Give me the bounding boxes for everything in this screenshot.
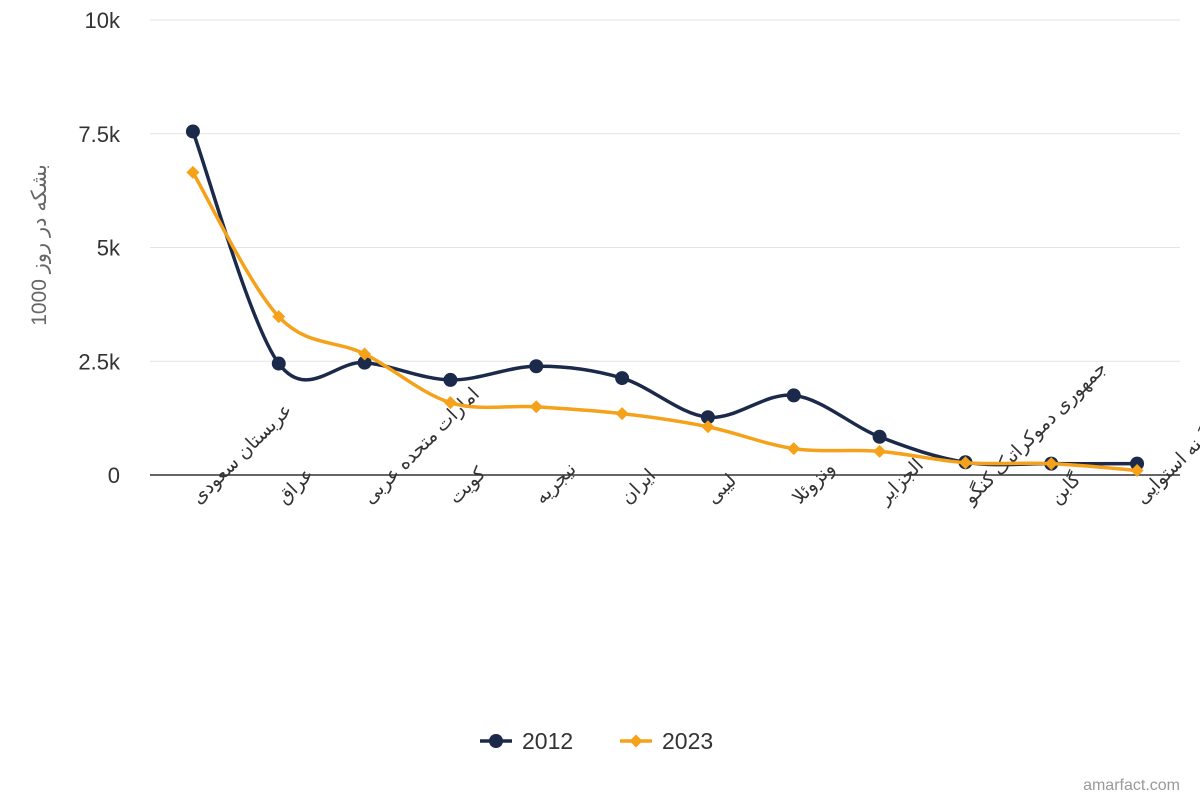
y-axis-label: 1000 بشکه در روز <box>28 164 51 326</box>
legend-label: 2023 <box>662 728 713 754</box>
data-point-2012[interactable] <box>700 410 715 425</box>
legend-marker[interactable] <box>629 734 643 748</box>
data-point-2012[interactable] <box>529 359 544 374</box>
legend-item-2023[interactable]: 2023 <box>620 728 713 754</box>
y-tick-label: 0 <box>108 463 120 488</box>
series-line-2023 <box>191 170 1139 473</box>
x-tick-label: لیبی <box>703 470 741 508</box>
data-point-2023[interactable] <box>701 420 715 434</box>
data-point-2023[interactable] <box>1130 463 1144 477</box>
legend-item-2012[interactable]: 2012 <box>480 728 573 754</box>
y-tick-label: 2.5k <box>78 349 121 374</box>
data-point-2023[interactable] <box>358 347 372 361</box>
data-point-2023[interactable] <box>186 165 200 179</box>
grid-lines <box>150 19 1180 476</box>
data-point-2023[interactable] <box>1044 457 1058 471</box>
data-point-2012[interactable] <box>872 429 887 444</box>
x-tick-label: گابن <box>1045 467 1086 508</box>
x-tick-label: کویت <box>445 463 491 509</box>
series-2023 <box>186 165 1144 477</box>
data-point-2023[interactable] <box>615 407 629 421</box>
legend-label: 2012 <box>522 728 573 754</box>
data-point-2012[interactable] <box>185 124 200 139</box>
data-point-2012[interactable] <box>786 388 801 403</box>
data-point-2012[interactable] <box>357 355 372 370</box>
series-line-2012 <box>191 129 1139 467</box>
x-tick-label: جمهوری دموکراتیک کنگو <box>958 356 1111 509</box>
data-point-2012[interactable] <box>443 372 458 387</box>
legend-marker[interactable] <box>489 734 503 748</box>
x-tick-label: نیجریه <box>531 459 581 509</box>
data-point-2012[interactable] <box>271 356 286 371</box>
series-group <box>185 124 1145 477</box>
y-axis-ticks: 0 2.5k 5k 7.5k 10k <box>78 8 121 488</box>
data-point-2023[interactable] <box>529 400 543 414</box>
x-tick-label: الجزایر <box>874 455 928 509</box>
data-point-2023[interactable] <box>443 396 457 410</box>
y-tick-label: 10k <box>85 8 121 33</box>
legend: 2012 2023 <box>480 728 713 754</box>
credit-text: amarfact.com <box>1083 777 1180 794</box>
data-point-2023[interactable] <box>873 444 887 458</box>
data-point-2012[interactable] <box>615 371 630 386</box>
x-tick-label: عراق <box>273 464 317 508</box>
data-point-2012[interactable] <box>1130 456 1145 471</box>
y-tick-label: 7.5k <box>78 122 121 147</box>
x-tick-label: ونزوئلا <box>788 458 839 509</box>
data-point-2023[interactable] <box>272 310 286 324</box>
data-point-2023[interactable] <box>787 442 801 456</box>
y-tick-label: 5k <box>97 236 121 261</box>
x-tick-label: ایران <box>617 465 660 508</box>
data-point-2023[interactable] <box>958 456 972 470</box>
